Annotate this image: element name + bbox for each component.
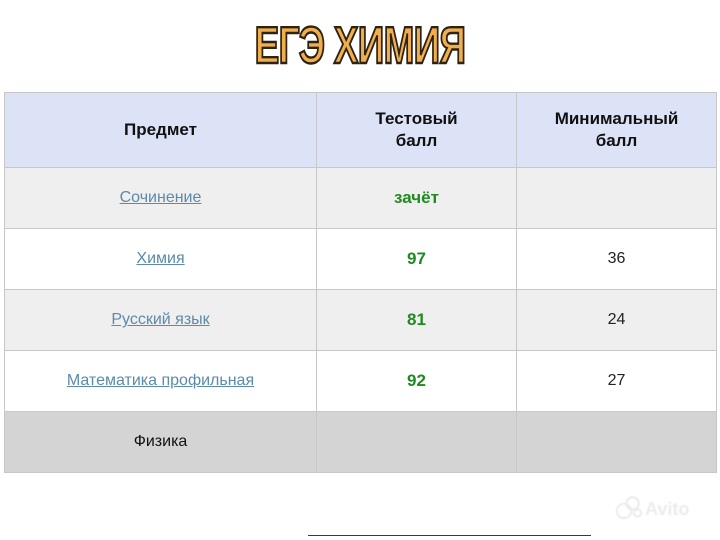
svg-text:Avito: Avito xyxy=(645,499,689,519)
